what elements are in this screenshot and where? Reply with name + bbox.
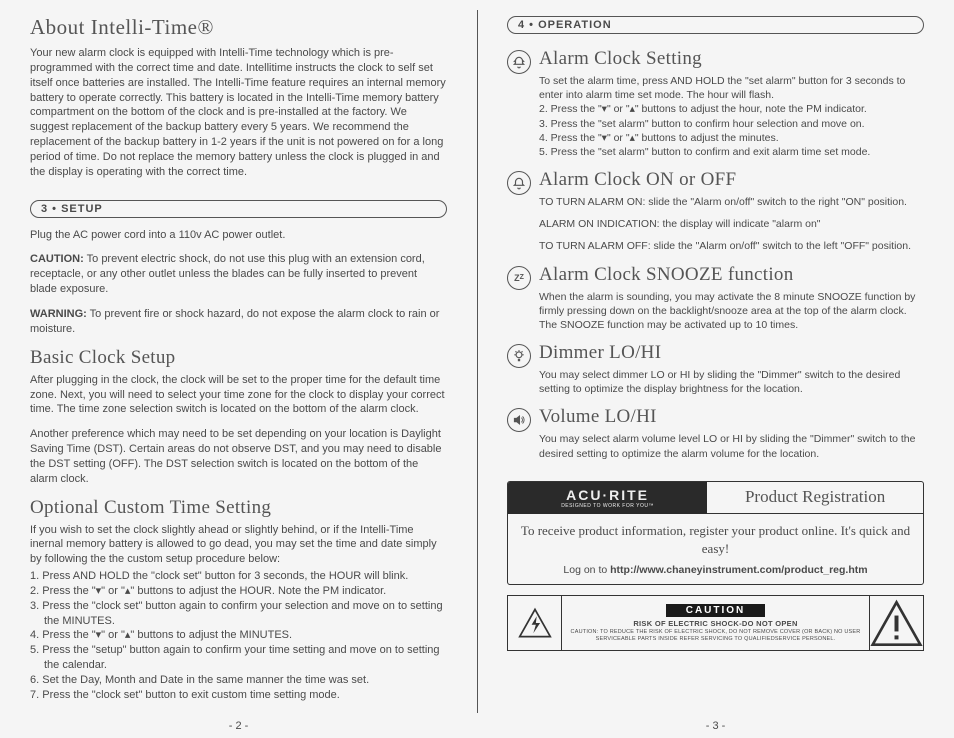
page-number-right: - 3 - <box>477 720 954 732</box>
op-p: ALARM ON INDICATION: the display will in… <box>539 217 924 231</box>
step: 3. Press the "clock set" button again to… <box>30 599 447 629</box>
caution-risk: RISK OF ELECTRIC SHOCK-DO NOT OPEN <box>633 619 797 628</box>
warning-triangle-icon <box>869 596 923 650</box>
optional-steps: 1. Press AND HOLD the "clock set" button… <box>30 569 447 703</box>
page-right: 4 • OPERATION Alarm Clock Setting To set… <box>477 0 954 738</box>
op-intro: To set the alarm time, press AND HOLD th… <box>539 74 924 102</box>
op-heading: Alarm Clock Setting <box>539 48 924 70</box>
registration-title: Product Registration <box>707 482 923 514</box>
basic-p2: Another preference which may need to be … <box>30 427 447 486</box>
op-p: You may select alarm volume level LO or … <box>539 432 924 460</box>
op-alarm-onoff: Alarm Clock ON or OFF TO TURN ALARM ON: … <box>507 169 924 260</box>
op-alarm-setting: Alarm Clock Setting To set the alarm tim… <box>507 48 924 165</box>
snooze-icon: ZZ <box>507 266 531 290</box>
step: 5. Press the "setup" button again to con… <box>30 643 447 673</box>
registration-url: Log on to http://www.chaneyinstrument.co… <box>518 564 913 576</box>
op-dimmer: Dimmer LO/HI You may select dimmer LO or… <box>507 342 924 402</box>
op-heading: Alarm Clock SNOOZE function <box>539 264 924 286</box>
caution-text: CAUTION: To prevent electric shock, do n… <box>30 252 447 297</box>
step: 2. Press the "▾" or "▴" buttons to adjus… <box>30 584 447 599</box>
caution-panel: CAUTION RISK OF ELECTRIC SHOCK-DO NOT OP… <box>507 595 924 651</box>
shock-triangle-icon <box>508 596 562 650</box>
op-heading: Volume LO/HI <box>539 406 924 428</box>
step: 3. Press the "set alarm" button to confi… <box>539 117 924 131</box>
op-steps: 2. Press the "▾" or "▴" buttons to adjus… <box>539 102 924 159</box>
heading-optional: Optional Custom Time Setting <box>30 497 447 519</box>
brand-logo: ACU·RITE DESIGNED TO WORK FOR YOU™ <box>508 482 707 514</box>
op-p: When the alarm is sounding, you may acti… <box>539 290 924 333</box>
step: 2. Press the "▾" or "▴" buttons to adjus… <box>539 102 924 116</box>
step: 4. Press the "▾" or "▴" buttons to adjus… <box>30 628 447 643</box>
op-p: You may select dimmer LO or HI by slidin… <box>539 368 924 396</box>
op-heading: Alarm Clock ON or OFF <box>539 169 924 191</box>
caution-label: CAUTION <box>666 604 766 617</box>
registration-tagline: To receive product information, register… <box>518 522 913 558</box>
step: 1. Press AND HOLD the "clock set" button… <box>30 569 447 584</box>
heading-about: About Intelli-Time® <box>30 15 447 40</box>
section-setup-box: 3 • SETUP <box>30 200 447 218</box>
heading-basic-setup: Basic Clock Setup <box>30 347 447 369</box>
op-p: TO TURN ALARM ON: slide the "Alarm on/of… <box>539 195 924 209</box>
basic-p1: After plugging in the clock, the clock w… <box>30 373 447 418</box>
warning-text: WARNING: To prevent fire or shock hazard… <box>30 307 447 337</box>
op-snooze: ZZ Alarm Clock SNOOZE function When the … <box>507 264 924 339</box>
step: 5. Press the "set alarm" button to confi… <box>539 145 924 159</box>
speaker-icon <box>507 408 531 432</box>
page-number-left: - 2 - <box>0 720 477 732</box>
registration-box: ACU·RITE DESIGNED TO WORK FOR YOU™ Produ… <box>507 481 924 585</box>
op-volume: Volume LO/HI You may select alarm volume… <box>507 406 924 466</box>
lightbulb-icon <box>507 344 531 368</box>
optional-intro: If you wish to set the clock slightly ah… <box>30 523 447 568</box>
step: 4. Press the "▾" or "▴" buttons to adjus… <box>539 131 924 145</box>
bell-icon <box>507 171 531 195</box>
alarm-bell-icon <box>507 50 531 74</box>
step: 6. Set the Day, Month and Date in the sa… <box>30 673 447 688</box>
op-p: TO TURN ALARM OFF: slide the "Alarm on/o… <box>539 239 924 253</box>
plug-text: Plug the AC power cord into a 110v AC po… <box>30 228 447 243</box>
step: 7. Press the "clock set" button to exit … <box>30 688 447 703</box>
about-text: Your new alarm clock is equipped with In… <box>30 46 447 180</box>
section-operation-box: 4 • OPERATION <box>507 16 924 34</box>
caution-small-text: CAUTION: TO REDUCE THE RISK OF ELECTRIC … <box>566 629 865 642</box>
op-heading: Dimmer LO/HI <box>539 342 924 364</box>
page-left: About Intelli-Time® Your new alarm clock… <box>0 0 477 738</box>
